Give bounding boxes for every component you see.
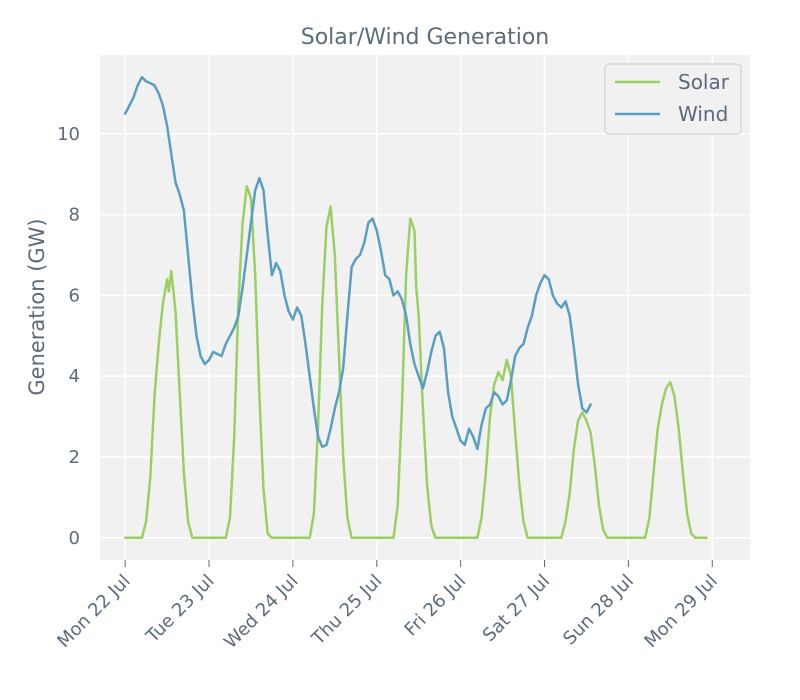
x-tick-label: Tue 23 Jul [142, 571, 219, 648]
x-tick-label: Sat 27 Jul [479, 571, 554, 646]
y-tick-label: 2 [69, 447, 80, 468]
x-tick-label: Mon 29 Jul [640, 571, 721, 652]
x-tick-label: Mon 22 Jul [53, 571, 134, 652]
x-axis: Mon 22 Jul Tue 23 Jul Wed 24 Jul Thu 25 Jul… [53, 560, 722, 653]
y-tick-label: 10 [57, 124, 80, 145]
y-tick-label: 8 [69, 205, 80, 226]
series-lines [123, 75, 708, 540]
y-tick-label: 0 [69, 528, 80, 549]
chart-title: Solar/Wind Generation [301, 25, 550, 50]
x-tick-label: Thu 25 Jul [307, 571, 386, 650]
x-tick-label: Wed 24 Jul [220, 571, 302, 653]
legend-label-wind: Wind [678, 102, 728, 126]
y-tick-label: 6 [69, 285, 80, 306]
y-axis: 0 2 4 6 8 10 [57, 124, 80, 549]
y-tick-label: 4 [69, 366, 80, 387]
legend-label-solar: Solar [678, 70, 730, 94]
legend: Solar Wind [604, 63, 742, 135]
x-tick-label: Fri 26 Jul [401, 571, 471, 641]
series-line-wind [123, 75, 592, 451]
x-tick-label: Sun 28 Jul [559, 571, 638, 650]
y-axis-label: Generation (GW) [25, 218, 49, 395]
series-line-solar [123, 185, 708, 540]
